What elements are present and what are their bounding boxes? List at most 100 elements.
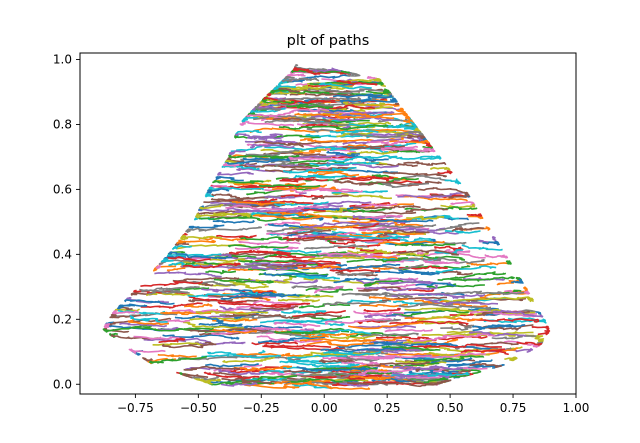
path-line [444,178,462,185]
path-line [124,299,175,305]
path-line [342,144,406,149]
path-line [346,299,392,305]
path-line [240,158,299,164]
path-line [255,277,293,284]
path-line [336,130,409,138]
path-line [342,101,386,106]
path-line [132,326,214,332]
path-line [403,161,447,166]
path-line [365,214,403,219]
path-line [196,210,248,215]
path-line [257,336,326,344]
path-line [328,154,398,163]
path-line [142,357,153,362]
path-line [366,361,430,367]
path-line [443,296,520,303]
y-tick-label: 0.4 [53,247,72,261]
path-line [267,210,333,219]
path-line [212,180,264,184]
path-line [220,293,282,300]
path-line [326,161,400,169]
path-line [333,277,380,284]
path-line [337,337,403,343]
path-line [323,300,388,306]
path-line [263,271,328,278]
path-line [148,355,208,364]
path-line [130,291,154,296]
path-line [537,330,550,336]
path-line [128,348,166,354]
path-line [292,309,346,318]
path-line [411,238,437,247]
path-line [211,324,303,330]
path-line [434,249,463,255]
path-line [283,75,295,80]
path-line [336,341,404,349]
path-line [437,222,480,231]
path-line [511,278,524,284]
x-tick-label: 0.25 [374,401,401,415]
path-line [239,120,295,127]
path-line [232,209,304,214]
path-line [413,333,496,343]
path-line [227,244,289,249]
path-line [206,188,230,194]
path-line [370,341,451,347]
path-line [516,296,534,303]
path-line [133,335,182,340]
path-line [492,309,544,318]
path-line [296,105,333,110]
path-line [167,256,211,262]
path-line [366,140,410,146]
path-line [225,313,293,320]
path-line [339,94,393,103]
path-line [440,324,475,331]
path-line [505,260,512,265]
path-line [272,117,331,123]
path-line [275,161,295,167]
path-line [417,187,470,197]
path-line [336,355,381,362]
path-line [264,192,307,200]
path-line [332,93,383,99]
path-line [188,295,247,304]
path-line [401,352,487,359]
path-line [304,244,368,250]
path-line [254,140,304,148]
path-line [337,271,375,277]
path-line [222,162,240,168]
path-line [258,184,321,188]
path-line [171,305,254,314]
path-line [507,317,547,324]
path-line [297,265,342,270]
path-line [404,307,460,311]
path-line [287,228,332,235]
path-line [183,365,241,371]
path-line [398,269,440,276]
path-line [363,216,434,223]
path-line [346,257,409,263]
path-line [450,271,507,280]
path-line [329,269,381,273]
path-line [326,150,360,157]
path-line [303,187,363,193]
path-line [377,229,430,238]
path-line [213,212,252,218]
path-line [359,181,419,187]
path-line [209,258,253,263]
path-line [335,271,378,277]
path-line [381,345,441,352]
path-line [469,363,503,368]
path-line [190,375,222,381]
path-line [201,349,266,358]
path-line [366,76,378,81]
path-line [397,227,446,232]
path-line [353,110,395,115]
path-line [217,301,291,308]
path-line [427,371,470,377]
path-line [161,343,217,349]
path-line [460,348,509,355]
path-line [264,119,349,126]
path-line [305,287,353,293]
